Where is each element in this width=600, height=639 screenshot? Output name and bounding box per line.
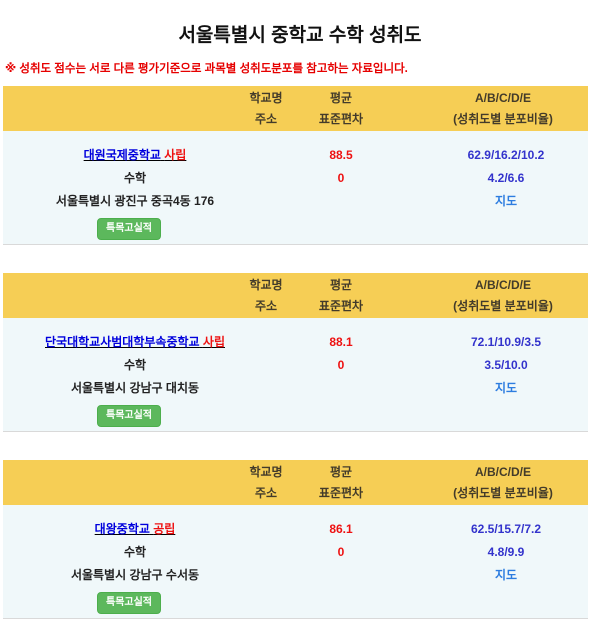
school-name-link[interactable]: 대원국제중학교 사립	[84, 148, 187, 162]
subject-label: 수학	[123, 171, 147, 185]
col-address-header: 주소	[254, 299, 278, 313]
subject-label: 수학	[123, 545, 147, 559]
special-school-results-button[interactable]: 특목고실적	[97, 218, 161, 240]
school-address: 서울특별시 강남구 대치동	[70, 381, 200, 395]
school-card: 학교명 평균 A/B/C/D/E 주소 표준편차 (성취도별 분포비율) 대원국…	[3, 86, 588, 245]
map-link[interactable]: 지도	[494, 194, 518, 208]
col-grades-header: A/B/C/D/E	[474, 91, 531, 105]
school-name: 대왕중학교	[94, 522, 150, 536]
col-school-name-header: 학교명	[249, 91, 283, 105]
average-value: 86.1	[329, 522, 353, 536]
col-grades-header: A/B/C/D/E	[474, 278, 531, 292]
school-card: 학교명 평균 A/B/C/D/E 주소 표준편차 (성취도별 분포비율) 단국대…	[3, 273, 588, 432]
col-address-header: 주소	[254, 112, 278, 126]
table-row: 단국대학교사범대학부속중학교 사립 88.1 72.1/10.9/3.5	[3, 331, 588, 354]
col-average-header: 평균	[329, 91, 353, 105]
school-card: 학교명 평균 A/B/C/D/E 주소 표준편차 (성취도별 분포비율) 대왕중…	[3, 460, 588, 619]
col-stddev-header: 표준편차	[318, 486, 364, 500]
school-list: 학교명 평균 A/B/C/D/E 주소 표준편차 (성취도별 분포비율) 대원국…	[0, 86, 600, 619]
school-type-tag: 사립	[164, 148, 187, 162]
table-header: 학교명 평균 A/B/C/D/E 주소 표준편차 (성취도별 분포비율)	[3, 460, 588, 505]
distribution-line2: 4.2/6.6	[487, 171, 525, 185]
table-row: 서울특별시 강남구 수서동 지도	[3, 564, 588, 587]
stddev-value: 0	[337, 358, 345, 372]
table-header: 학교명 평균 A/B/C/D/E 주소 표준편차 (성취도별 분포비율)	[3, 273, 588, 318]
col-stddev-header: 표준편차	[318, 299, 364, 313]
school-name: 대원국제중학교	[83, 148, 161, 162]
school-type-tag: 사립	[202, 335, 225, 349]
special-school-results-button[interactable]: 특목고실적	[97, 405, 161, 427]
school-name: 단국대학교사범대학부속중학교	[45, 335, 200, 349]
table-row: 수학 0 4.8/9.9	[3, 541, 588, 564]
col-stddev-header: 표준편차	[318, 112, 364, 126]
col-distribution-header: (성취도별 분포비율)	[453, 486, 553, 500]
distribution-line2: 3.5/10.0	[484, 358, 528, 372]
school-name-link[interactable]: 대왕중학교 공립	[95, 522, 176, 536]
school-name-link[interactable]: 단국대학교사범대학부속중학교 사립	[45, 335, 225, 349]
map-link[interactable]: 지도	[494, 381, 518, 395]
table-body: 단국대학교사범대학부속중학교 사립 88.1 72.1/10.9/3.5 수학 …	[3, 318, 588, 432]
table-row: 수학 0 4.2/6.6	[3, 167, 588, 190]
table-header: 학교명 평균 A/B/C/D/E 주소 표준편차 (성취도별 분포비율)	[3, 86, 588, 131]
distribution-line1: 62.5/15.7/7.2	[470, 522, 542, 536]
average-value: 88.5	[329, 148, 353, 162]
col-average-header: 평균	[329, 465, 353, 479]
school-address: 서울특별시 광진구 중곡4동 176	[55, 194, 215, 208]
col-school-name-header: 학교명	[249, 278, 283, 292]
table-body: 대왕중학교 공립 86.1 62.5/15.7/7.2 수학 0 4.8/9.9…	[3, 505, 588, 619]
school-address: 서울특별시 강남구 수서동	[70, 568, 200, 582]
special-school-results-button[interactable]: 특목고실적	[97, 592, 161, 614]
stddev-value: 0	[337, 545, 345, 559]
table-body: 대원국제중학교 사립 88.5 62.9/16.2/10.2 수학 0 4.2/…	[3, 131, 588, 245]
map-link[interactable]: 지도	[494, 568, 518, 582]
col-average-header: 평균	[329, 278, 353, 292]
distribution-line2: 4.8/9.9	[487, 545, 525, 559]
page-title: 서울특별시 중학교 수학 성취도	[178, 25, 422, 46]
table-row: 대왕중학교 공립 86.1 62.5/15.7/7.2	[3, 518, 588, 541]
stddev-value: 0	[337, 171, 345, 185]
average-value: 88.1	[329, 335, 353, 349]
table-row: 서울특별시 광진구 중곡4동 176 지도	[3, 190, 588, 213]
school-type-tag: 공립	[153, 522, 176, 536]
notice-text: ※ 성취도 점수는 서로 다른 평가기준으로 과목별 성취도분포를 참고하는 자…	[5, 63, 408, 75]
table-row: 대원국제중학교 사립 88.5 62.9/16.2/10.2	[3, 144, 588, 167]
col-distribution-header: (성취도별 분포비율)	[453, 299, 553, 313]
table-row: 서울특별시 강남구 대치동 지도	[3, 377, 588, 400]
distribution-line1: 72.1/10.9/3.5	[470, 335, 542, 349]
table-row: 수학 0 3.5/10.0	[3, 354, 588, 377]
subject-label: 수학	[123, 358, 147, 372]
distribution-line1: 62.9/16.2/10.2	[467, 148, 545, 162]
col-grades-header: A/B/C/D/E	[474, 465, 531, 479]
col-distribution-header: (성취도별 분포비율)	[453, 112, 553, 126]
col-school-name-header: 학교명	[249, 465, 283, 479]
col-address-header: 주소	[254, 486, 278, 500]
